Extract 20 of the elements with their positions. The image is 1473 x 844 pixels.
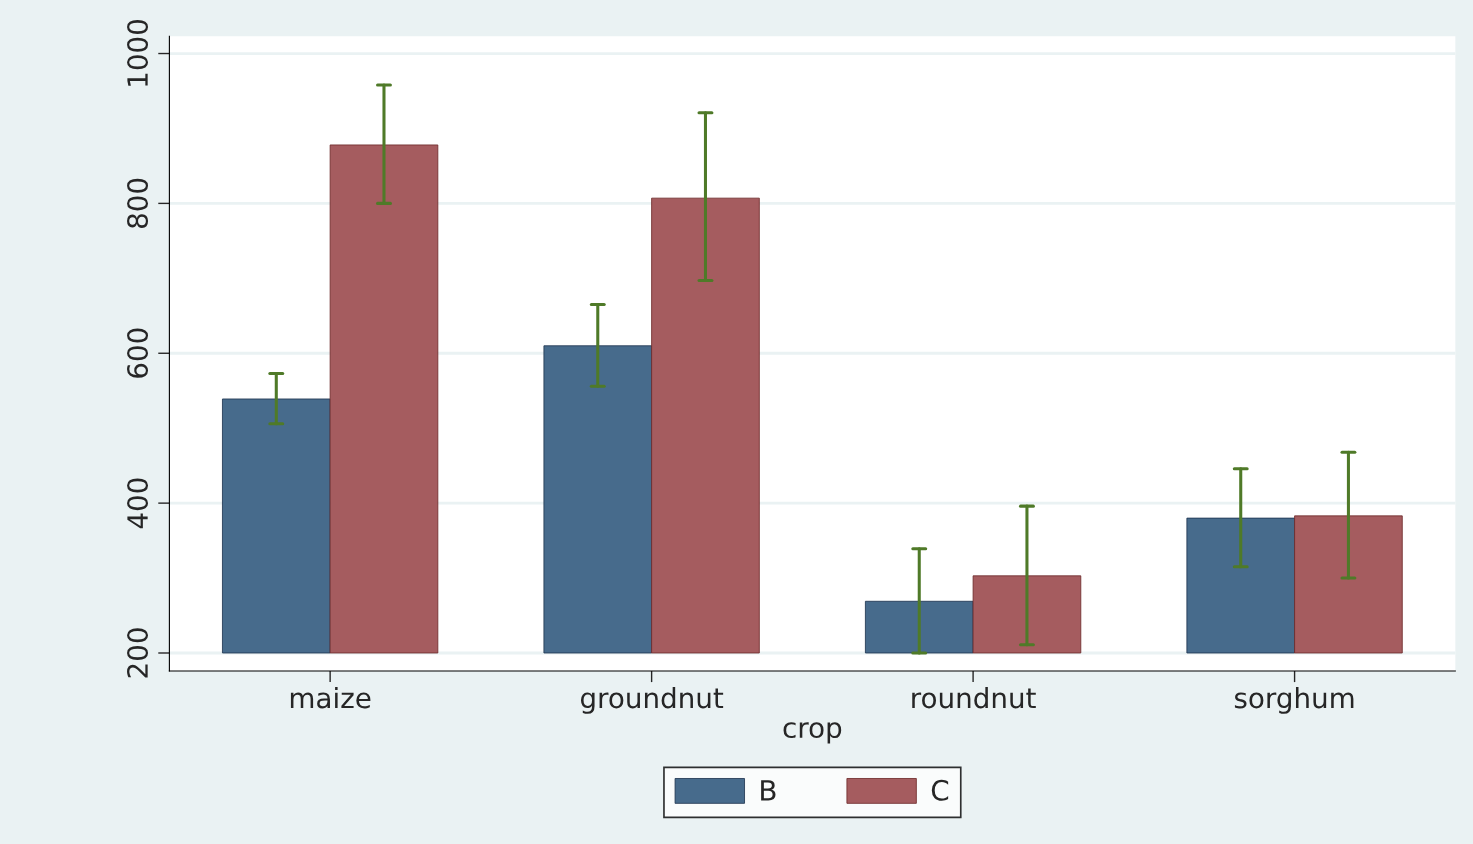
x-tick-label: sorghum xyxy=(1234,686,1354,714)
bar xyxy=(651,197,760,654)
y-tick-label: 800 xyxy=(127,178,149,229)
legend-label: B xyxy=(761,780,776,801)
bar xyxy=(1294,515,1403,654)
bar xyxy=(864,600,974,654)
x-tick-label: groundnut xyxy=(580,686,724,714)
y-tick-label: 200 xyxy=(127,628,149,678)
x-tick-label: roundnut xyxy=(912,686,1036,709)
x-tick-label: maize xyxy=(290,686,371,709)
bar xyxy=(329,144,439,654)
bar xyxy=(972,575,1082,654)
y-tick-label: 600 xyxy=(127,328,149,378)
x-axis-title: crop xyxy=(783,722,842,744)
y-tick-label: 400 xyxy=(127,478,149,529)
bar xyxy=(1186,517,1295,654)
bar xyxy=(222,398,331,654)
bar xyxy=(543,345,653,654)
y-tick-label: 1000 xyxy=(127,20,149,86)
legend-label: C xyxy=(931,779,949,801)
